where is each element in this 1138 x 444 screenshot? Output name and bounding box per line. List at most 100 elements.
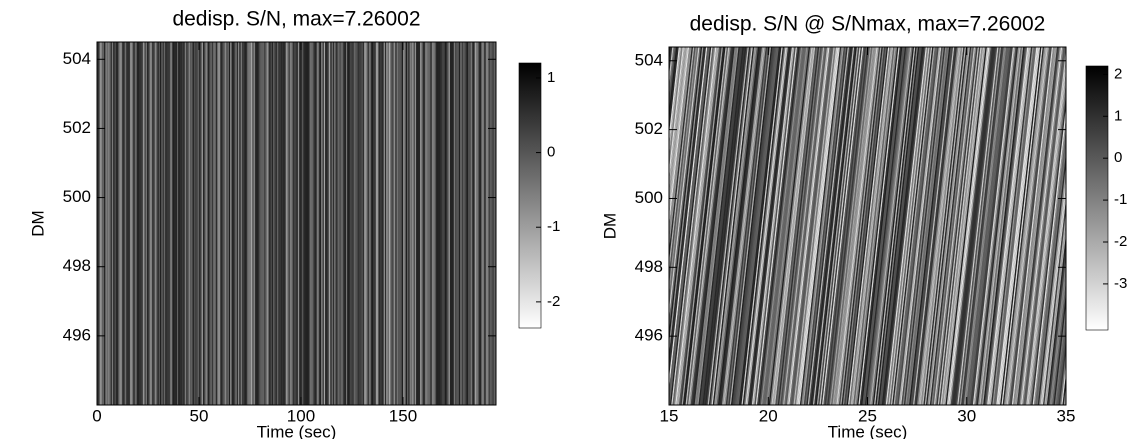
heatmap-texture xyxy=(879,47,921,405)
heatmap-texture xyxy=(906,47,948,405)
heatmap-texture xyxy=(669,47,684,181)
heatmap-texture xyxy=(1018,47,1060,405)
heatmap-texture xyxy=(965,47,1007,405)
heatmap-texture xyxy=(768,47,811,405)
heatmap-texture xyxy=(672,47,714,405)
heatmap-texture xyxy=(803,47,846,405)
heatmap-texture xyxy=(867,47,909,405)
heatmap-texture xyxy=(822,47,864,405)
heatmap-texture xyxy=(887,47,929,405)
heatmap-texture xyxy=(744,47,786,405)
heatmap-texture xyxy=(702,47,744,405)
heatmap-texture xyxy=(790,47,833,405)
heatmap-texture xyxy=(998,47,1041,405)
x-tick-label: 30 xyxy=(957,406,976,425)
heatmap-texture xyxy=(669,47,709,402)
heatmap-texture xyxy=(963,47,1006,405)
heatmap-texture xyxy=(742,47,785,405)
colorbar-tick-label: -2 xyxy=(1114,233,1127,250)
heatmap-texture xyxy=(669,47,682,158)
colorbar-tick-label: -1 xyxy=(547,218,560,235)
heatmap-texture xyxy=(979,47,1021,405)
x-tick-label: 150 xyxy=(389,406,417,425)
heatmap-texture xyxy=(1033,118,1066,405)
y-tick-label: 500 xyxy=(63,187,91,206)
heatmap-texture xyxy=(792,47,834,405)
heatmap-texture xyxy=(675,47,717,405)
heatmap-texture xyxy=(997,47,1039,405)
heatmap-texture xyxy=(1041,187,1066,405)
heatmap-texture xyxy=(798,47,840,405)
heatmap-texture xyxy=(1035,129,1066,405)
heatmap-texture xyxy=(1007,47,1050,405)
heatmap-texture xyxy=(718,47,760,405)
heatmap-texture xyxy=(679,47,721,405)
heatmap-texture xyxy=(692,47,734,405)
heatmap-texture xyxy=(801,47,843,405)
heatmap-texture xyxy=(669,47,696,286)
heatmap-texture xyxy=(745,47,787,405)
heatmap-texture xyxy=(758,47,800,405)
heatmap-texture xyxy=(910,47,952,405)
heatmap-texture xyxy=(1014,47,1056,405)
heatmap-texture xyxy=(1039,164,1066,405)
heatmap-texture xyxy=(810,47,852,405)
heatmap-texture xyxy=(907,47,950,405)
heatmap-texture xyxy=(703,47,746,405)
heatmap-texture xyxy=(764,47,807,405)
heatmap-texture xyxy=(820,47,863,405)
heatmap-texture xyxy=(888,47,930,405)
heatmap-texture xyxy=(669,47,679,135)
heatmap-texture xyxy=(829,47,872,405)
heatmap-texture xyxy=(953,47,995,405)
heatmap-texture xyxy=(783,47,825,405)
heatmap-texture xyxy=(669,47,671,65)
heatmap-texture xyxy=(838,47,881,405)
heatmap-texture xyxy=(828,47,870,405)
heatmap-texture xyxy=(1020,47,1063,405)
heatmap-texture xyxy=(819,47,861,405)
heatmap-texture xyxy=(669,47,703,344)
heatmap-texture xyxy=(974,47,1016,405)
colorbar-tick-label: 1 xyxy=(547,69,555,86)
heatmap-texture xyxy=(686,47,729,405)
heatmap-texture xyxy=(849,47,891,405)
heatmap-texture xyxy=(927,47,969,405)
heatmap-texture xyxy=(1027,59,1066,405)
heatmap-texture xyxy=(776,47,818,405)
y-tick-label: 504 xyxy=(63,49,91,68)
heatmap-texture xyxy=(916,47,959,405)
heatmap-texture xyxy=(871,47,913,405)
heatmap-texture xyxy=(833,47,876,405)
heatmap-texture xyxy=(937,47,980,405)
heatmap-texture xyxy=(738,47,781,405)
y-tick-label: 500 xyxy=(635,188,663,207)
heatmap-texture xyxy=(669,47,692,251)
heatmap-texture xyxy=(728,47,770,405)
heatmap-texture xyxy=(1004,47,1046,405)
heatmap-texture xyxy=(945,47,987,405)
heatmap-texture xyxy=(788,47,830,405)
heatmap-texture xyxy=(777,47,820,405)
heatmap xyxy=(97,42,496,405)
heatmap-texture xyxy=(794,47,837,405)
heatmap-texture xyxy=(859,47,902,405)
heatmap-texture xyxy=(669,47,705,367)
heatmap-texture xyxy=(854,47,896,405)
heatmap-texture xyxy=(898,47,941,405)
heatmap-texture xyxy=(676,47,718,405)
heatmap-texture xyxy=(669,47,700,321)
heatmap-texture xyxy=(949,47,991,405)
heatmap-texture xyxy=(799,47,842,405)
heatmap-texture xyxy=(883,47,925,405)
heatmap-texture xyxy=(725,47,768,405)
y-axis-label: DM xyxy=(28,210,47,236)
heatmap-texture xyxy=(780,47,822,405)
x-tick-label: 20 xyxy=(759,406,778,425)
heatmap-texture xyxy=(823,47,865,405)
heatmap-texture xyxy=(920,47,963,405)
heatmap-texture xyxy=(784,47,826,405)
heatmap-texture xyxy=(755,47,798,405)
heatmap-texture xyxy=(1049,257,1066,405)
heatmap-texture xyxy=(890,47,933,405)
